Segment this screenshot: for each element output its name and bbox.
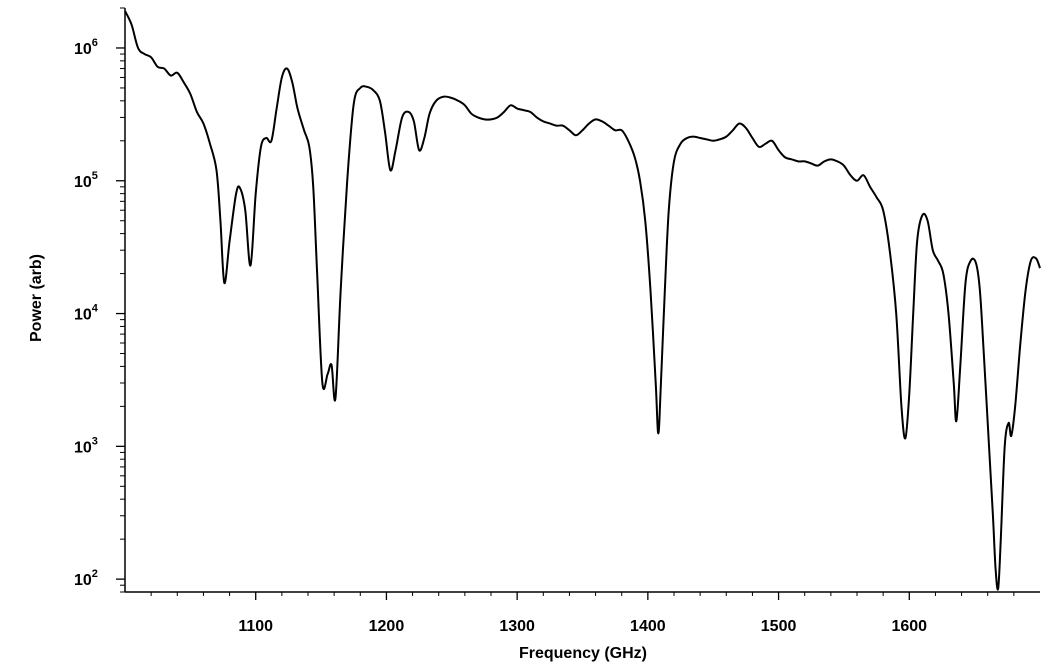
plot-area — [124, 10, 1041, 591]
y-tick-label: 104 — [74, 303, 99, 324]
x-tick-label: 1200 — [369, 618, 405, 635]
y-axis-title: Power (arb) — [28, 254, 45, 342]
x-axis-title: Frequency (GHz) — [519, 645, 647, 662]
y-tick-label: 103 — [74, 435, 98, 456]
y-tick-label: 106 — [74, 37, 98, 58]
power-series-line — [124, 10, 1041, 591]
y-tick-label: 105 — [74, 170, 98, 191]
x-tick-label: 1600 — [891, 618, 927, 635]
x-tick-label: 1500 — [761, 618, 797, 635]
x-tick-label: 1300 — [499, 618, 535, 635]
x-tick-label: 1400 — [630, 618, 666, 635]
axes: 1100 1200 1300 1400 1500 1600 102 103 104 105 106 — [74, 7, 1040, 635]
y-tick-label: 102 — [74, 568, 98, 589]
x-tick-label: 1100 — [238, 618, 273, 635]
